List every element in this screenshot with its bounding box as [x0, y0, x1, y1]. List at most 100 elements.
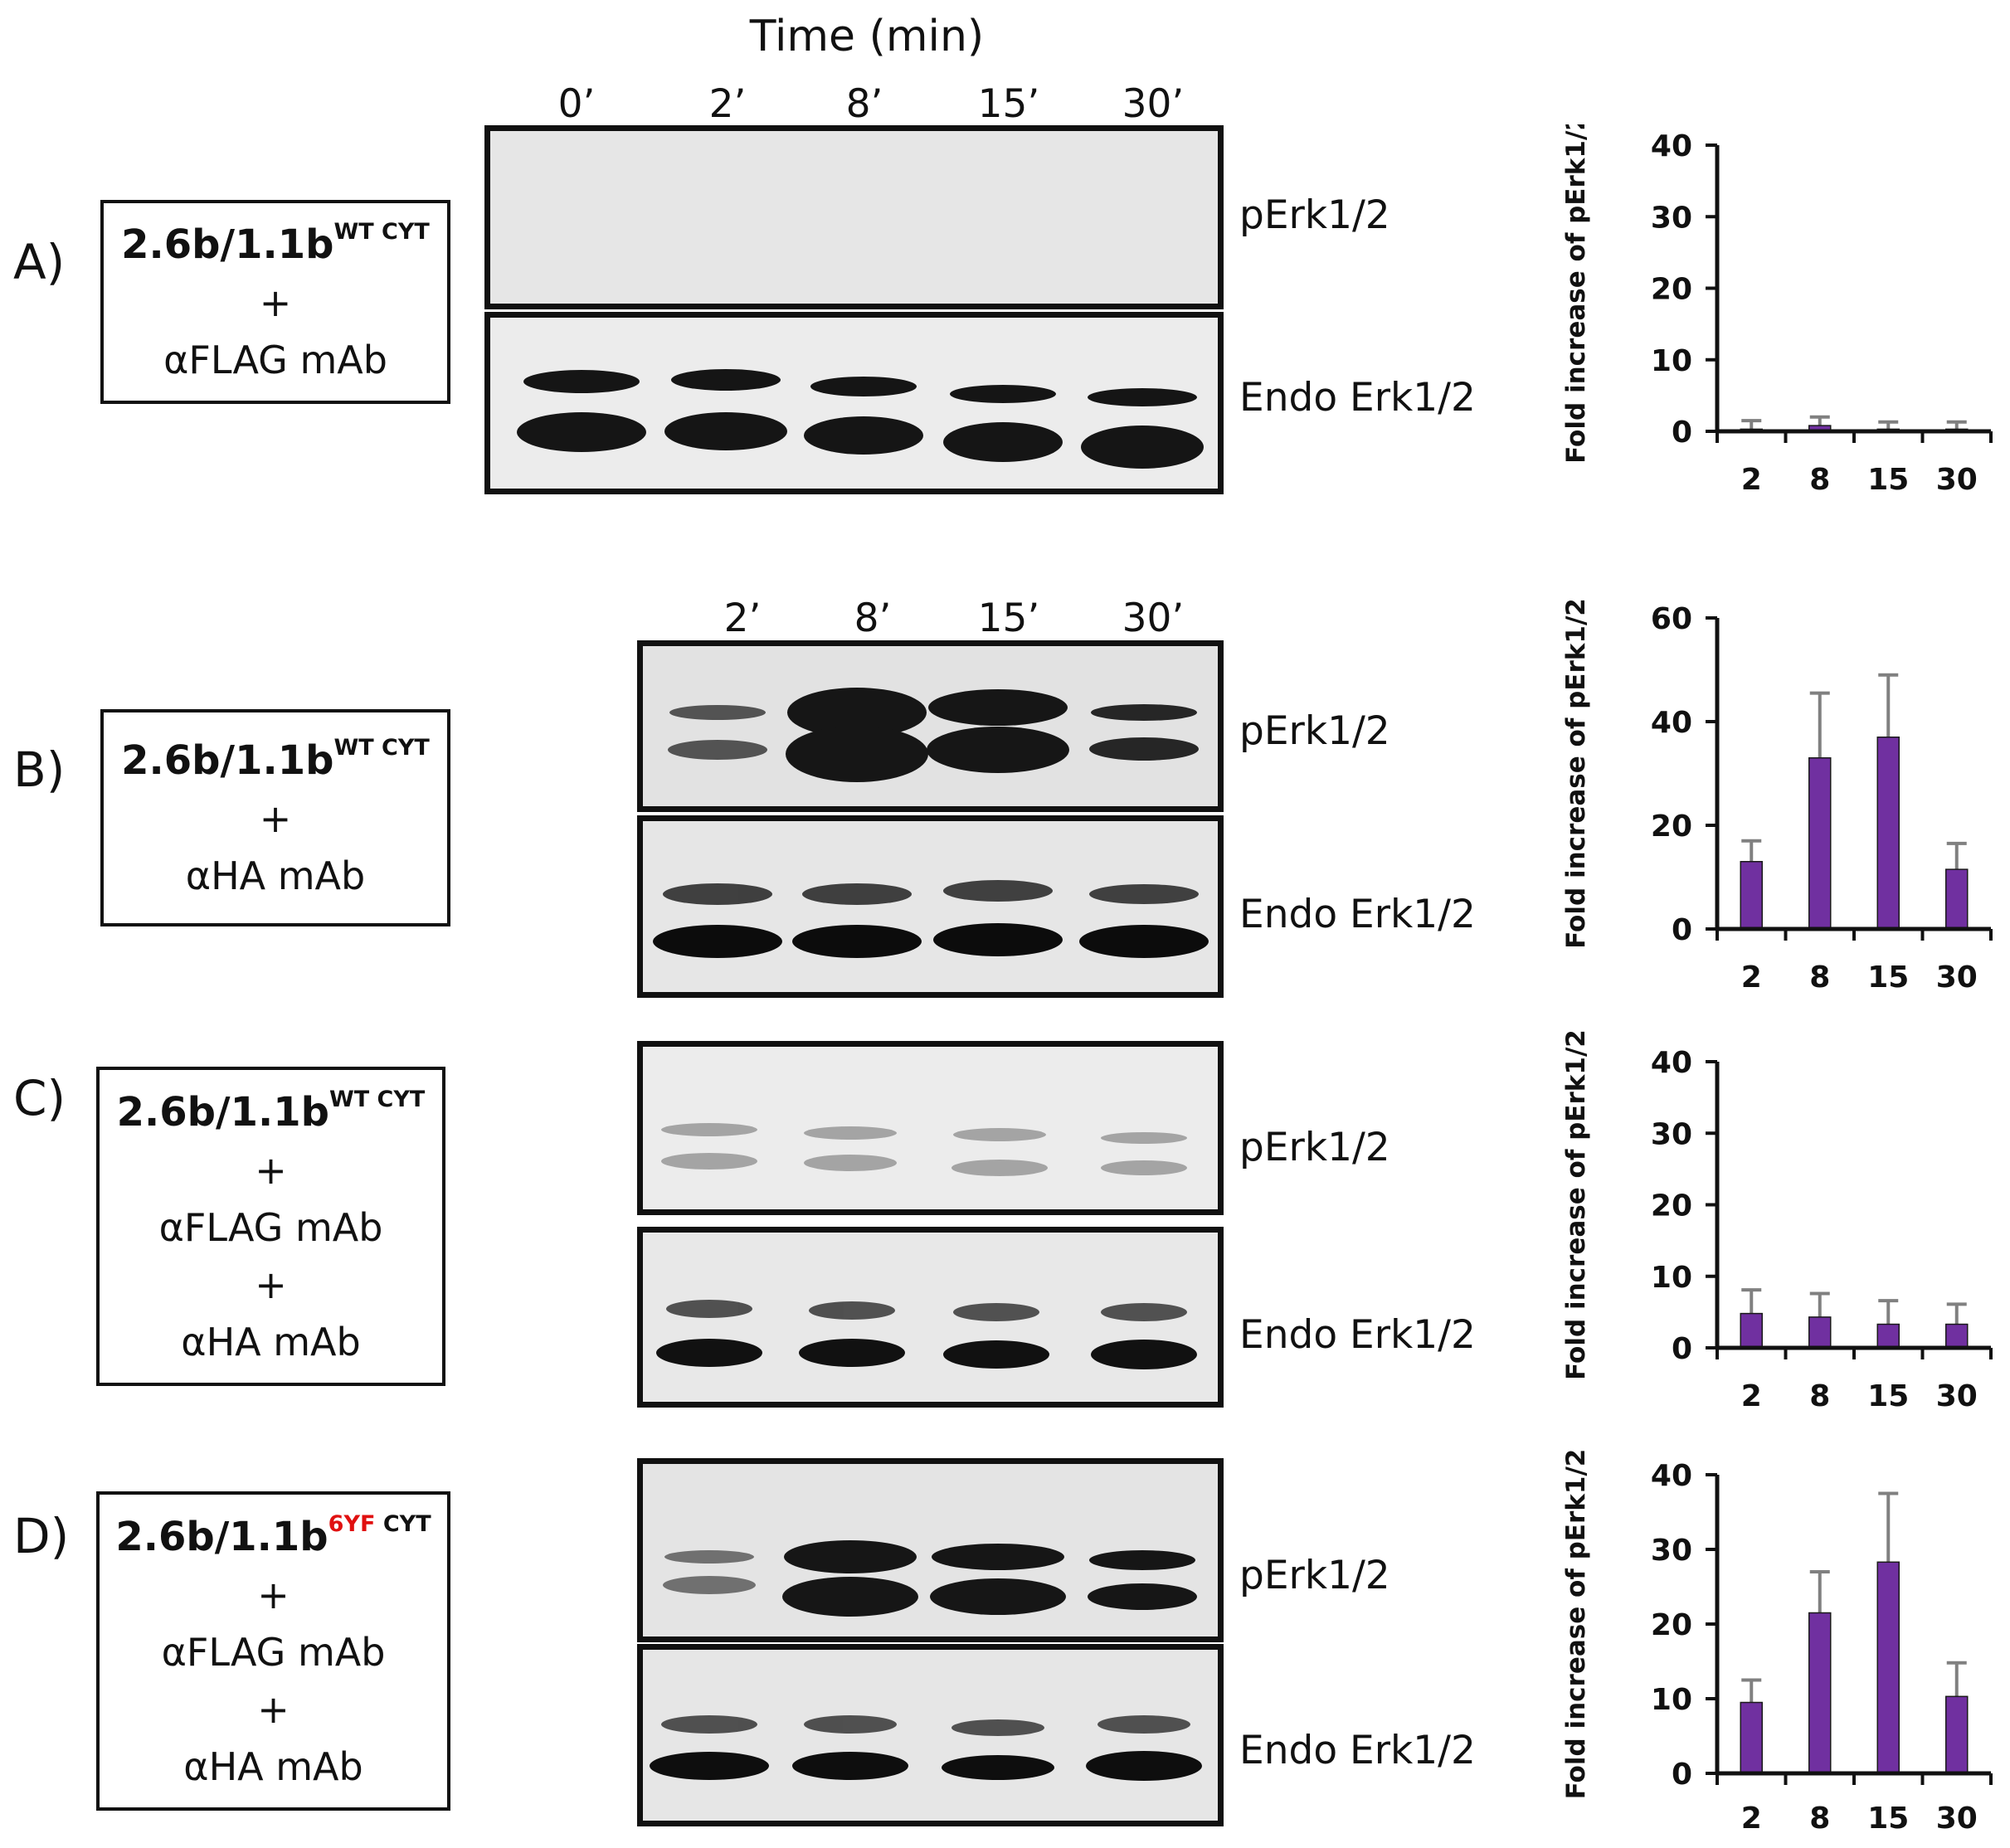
construct-label: 2.6b/1.1bWT CYT [121, 735, 430, 784]
y-tick-label: 40 [1651, 1459, 1692, 1493]
treatment-line: αFLAG mAb [158, 1204, 383, 1250]
blot-d-erk [637, 1644, 1224, 1826]
y-tick-label: 0 [1672, 1758, 1692, 1792]
chart-svg: 2 8 15 30 0 10 20 30 40 Fold increase of pErk1/2 [1561, 1449, 1993, 1836]
y-tick-label: 20 [1651, 1608, 1692, 1642]
chart-svg: 2 8 15 30 0 20 40 60 Fold increase of pErk1/2 [1561, 598, 1993, 995]
panel-letter-d: D) [13, 1508, 70, 1564]
lane-label: 8’ [845, 81, 883, 127]
blot-label-erk: Endo Erk1/2 [1239, 1312, 1476, 1358]
lane-label: 0’ [557, 81, 596, 127]
blot-a-perk [484, 125, 1224, 309]
x-tick-label: 15 [1867, 960, 1909, 995]
lane-label: 15’ [977, 81, 1040, 127]
bar [1945, 868, 1969, 930]
bar [1945, 1323, 1969, 1349]
y-tick-label: 20 [1651, 1189, 1692, 1223]
condition-box-a: 2.6b/1.1bWT CYT + αFLAG mAb [100, 200, 450, 404]
y-tick-label: 0 [1672, 416, 1692, 450]
blot-c-erk [637, 1227, 1224, 1408]
construct-label: 2.6b/1.1b6YF CYT [115, 1510, 431, 1560]
y-tick-label: 10 [1651, 1683, 1692, 1717]
x-tick-label: 30 [1936, 463, 1978, 497]
blot-label-perk: pErk1/2 [1239, 708, 1390, 754]
y-axis-label: Fold increase of pErk1/2 [1561, 1449, 1591, 1800]
y-tick-label: 30 [1651, 1534, 1692, 1568]
bar [1808, 757, 1832, 930]
y-tick-label: 0 [1672, 1332, 1692, 1366]
bar [1945, 1695, 1969, 1774]
chart-svg: 2 8 15 30 0 10 20 30 40 Fold increase of pErk1/2 [1561, 1029, 1993, 1413]
blot-a-erk [484, 312, 1224, 494]
condition-box-d: 2.6b/1.1b6YF CYT + αFLAG mAb + αHA mAb [96, 1491, 450, 1811]
y-tick-label: 60 [1651, 602, 1692, 636]
time-header: Time (min) [749, 12, 985, 61]
treatment-line: αHA mAb [183, 1743, 363, 1789]
lane-label: 30’ [1122, 81, 1185, 127]
construct-label: 2.6b/1.1bWT CYT [116, 1086, 426, 1136]
y-tick-label: 10 [1651, 344, 1692, 378]
blot-label-erk: Endo Erk1/2 [1239, 1728, 1476, 1773]
bar-chart-d: 2 8 15 30 0 10 20 30 40 Fold increase of pErk1/2 [1560, 1427, 2008, 1841]
treatment-line: + [255, 1147, 287, 1193]
bar [1740, 861, 1763, 930]
x-tick-label: 15 [1867, 1802, 1909, 1836]
condition-box-b: 2.6b/1.1bWT CYT + αHA mAb [100, 709, 450, 926]
bar-chart-a: 2 8 15 30 0 10 20 30 40 Fold increase of pErk1/2 [1560, 113, 2008, 523]
chart-svg: 2 8 15 30 0 10 20 30 40 Fold increase of pErk1/2 [1561, 113, 1993, 497]
x-tick-label: 30 [1936, 1802, 1978, 1836]
treatment-line: αFLAG mAb [163, 338, 387, 382]
x-tick-label: 2 [1741, 1379, 1762, 1413]
lane-label: 30’ [1122, 596, 1185, 641]
bar-chart-c: 2 8 15 30 0 10 20 30 40 Fold increase of pErk1/2 [1560, 1012, 2008, 1427]
blot-b-erk [637, 815, 1224, 998]
y-tick-label: 30 [1651, 201, 1692, 235]
y-tick-label: 40 [1651, 1046, 1692, 1080]
y-tick-label: 0 [1672, 913, 1692, 947]
treatment-line: + [257, 1572, 290, 1617]
x-tick-label: 30 [1936, 960, 1978, 995]
treatment-line: αHA mAb [181, 1319, 361, 1364]
blot-label-erk: Endo Erk1/2 [1239, 892, 1476, 937]
x-tick-label: 8 [1809, 1802, 1830, 1836]
y-tick-label: 40 [1651, 706, 1692, 740]
x-tick-label: 8 [1809, 960, 1830, 995]
bar [1808, 1612, 1832, 1774]
y-tick-label: 20 [1651, 273, 1692, 307]
panel-letter-c: C) [13, 1070, 66, 1126]
blot-label-erk: Endo Erk1/2 [1239, 375, 1476, 421]
x-tick-label: 2 [1741, 1802, 1762, 1836]
blot-b-perk [637, 640, 1224, 812]
y-axis-label: Fold increase of pErk1/2 [1561, 598, 1591, 949]
blot-label-perk: pErk1/2 [1239, 1553, 1390, 1598]
treatment-line: + [259, 796, 292, 841]
lane-label: 15’ [977, 596, 1040, 641]
y-tick-label: 30 [1651, 1117, 1692, 1151]
bar-chart-b: 2 8 15 30 0 20 40 60 Fold increase of pErk1/2 [1560, 597, 2008, 1012]
blot-label-perk: pErk1/2 [1239, 192, 1390, 238]
bar [1808, 1316, 1832, 1349]
bar [1876, 1561, 1900, 1774]
x-tick-label: 2 [1741, 463, 1762, 497]
panel-letter-b: B) [13, 742, 66, 798]
y-tick-label: 10 [1651, 1261, 1692, 1295]
x-tick-label: 15 [1867, 1379, 1909, 1413]
x-tick-label: 2 [1741, 960, 1762, 995]
x-tick-label: 8 [1809, 463, 1830, 497]
x-tick-label: 15 [1867, 463, 1909, 497]
y-axis-label: Fold increase of pErk1/2 [1561, 124, 1591, 464]
x-tick-label: 30 [1936, 1379, 1978, 1413]
blot-c-perk [637, 1041, 1224, 1215]
treatment-line: + [259, 280, 292, 325]
treatment-line: + [255, 1262, 287, 1307]
bar [1876, 737, 1900, 930]
treatment-line: + [257, 1686, 290, 1732]
y-tick-label: 40 [1651, 129, 1692, 163]
blot-d-perk [637, 1458, 1224, 1642]
lane-label: 2’ [708, 81, 747, 127]
x-tick-label: 8 [1809, 1379, 1830, 1413]
blot-label-perk: pErk1/2 [1239, 1125, 1390, 1170]
lane-label: 8’ [854, 596, 892, 641]
bar [1876, 1323, 1900, 1349]
bar [1740, 1312, 1763, 1349]
